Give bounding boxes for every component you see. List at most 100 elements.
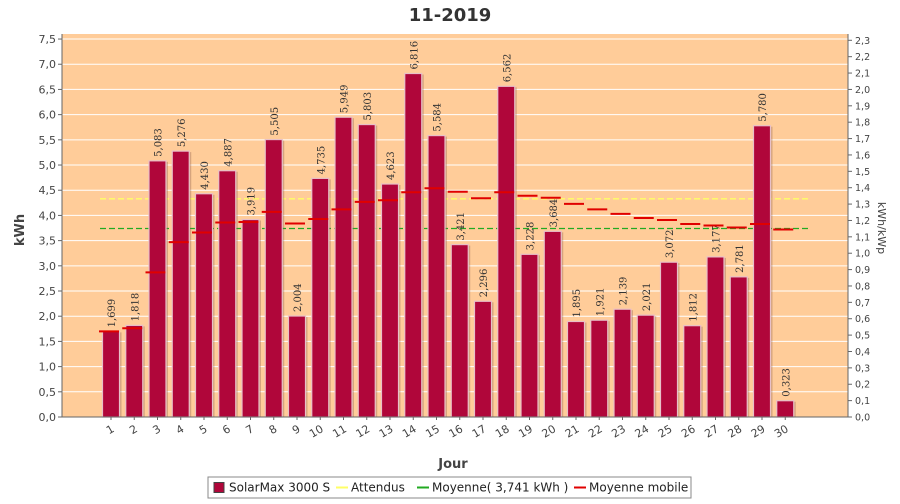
data-label: 3,684 [549, 199, 560, 228]
y-right-tick-label: 0,0 [855, 413, 870, 424]
y-right-tick-label: 1,3 [855, 200, 870, 211]
y-tick-label: 0,0 [39, 411, 57, 424]
y-tick-label: 0,5 [39, 386, 57, 399]
x-tick-label: 5 [197, 422, 210, 437]
bar [287, 315, 307, 418]
bar [427, 134, 446, 418]
x-tick-label: 9 [290, 422, 303, 437]
data-label: 1,699 [107, 299, 118, 328]
bar [613, 308, 632, 418]
legend-label: Moyenne mobile [589, 481, 688, 495]
x-tick-label: 6 [220, 422, 233, 437]
x-tick-label: 20 [540, 422, 559, 440]
data-label: 2,021 [642, 283, 653, 312]
bar [218, 170, 237, 418]
legend-label: Moyenne( 3,741 kWh ) [432, 481, 568, 495]
data-label: 0,323 [781, 368, 792, 397]
bar [636, 314, 655, 418]
bar [683, 325, 702, 418]
data-label: 4,430 [200, 161, 211, 190]
bar [450, 243, 469, 418]
data-label: 3,228 [526, 222, 537, 251]
x-tick-label: 7 [243, 422, 256, 437]
y-right-tick-label: 0,7 [855, 298, 870, 309]
x-tick-label: 2 [127, 422, 140, 437]
legend-label: Attendus [351, 481, 405, 495]
y-tick-label: 5,5 [39, 134, 57, 147]
legend: SolarMax 3000 S Attendus Moyenne( 3,741 kW… [207, 476, 692, 499]
bar [194, 193, 214, 418]
bar [241, 218, 260, 418]
bar [706, 256, 725, 418]
bar [125, 324, 144, 418]
data-label: 5,584 [433, 103, 444, 132]
x-tick-label: 23 [609, 422, 628, 440]
x-tick-label: 30 [772, 422, 791, 440]
y-right-tick-label: 1,9 [855, 101, 870, 112]
legend-label: SolarMax 3000 S [229, 481, 330, 495]
data-label: 5,780 [758, 93, 769, 122]
y-tick-label: 1,5 [39, 335, 57, 348]
x-tick-label: 13 [377, 422, 396, 440]
bar [101, 330, 121, 418]
y-right-tick-label: 0,2 [855, 380, 870, 391]
y-tick-label: 6,0 [39, 109, 57, 122]
x-tick-label: 27 [702, 422, 721, 440]
x-tick-label: 15 [423, 422, 442, 440]
data-label: 5,083 [154, 128, 165, 157]
bar [543, 230, 562, 418]
x-tick-label: 18 [493, 422, 512, 440]
data-label: 3,421 [456, 212, 467, 241]
x-tick-label: 3 [150, 422, 163, 437]
legend-box [207, 476, 692, 499]
y-right-tick-label: 0,6 [855, 314, 870, 325]
bar [566, 320, 586, 418]
y-right-tick-label: 1,0 [855, 249, 870, 260]
x-tick-label: 28 [726, 422, 745, 440]
x-tick-label: 8 [267, 422, 280, 437]
x-tick-label: 4 [174, 422, 187, 437]
bar [380, 183, 400, 418]
x-tick-label: 17 [470, 422, 489, 440]
bar [334, 116, 353, 418]
y-right-tick-label: 1,7 [855, 134, 870, 145]
data-label: 3,919 [247, 187, 258, 216]
bar [357, 123, 376, 418]
y-right-tick-label: 1,1 [855, 232, 870, 243]
y-right-tick-label: 2,1 [855, 69, 870, 80]
data-label: 1,818 [130, 293, 141, 322]
plot-area: 0,0 0,5 1,0 1,5 2,0 2,5 3,0 3,5 4,0 4,5 5,0 5,5 6,0 6… [39, 33, 871, 441]
bar [752, 125, 772, 418]
legend-swatch [213, 482, 225, 493]
y-right-tick-label: 1,8 [855, 118, 870, 129]
x-tick-label: 22 [586, 422, 605, 440]
y-right-tick-label: 0,1 [855, 396, 870, 407]
y-right-tick-label: 1,4 [855, 183, 870, 194]
x-tick-label: 25 [656, 422, 675, 440]
y-tick-label: 7,5 [39, 33, 57, 46]
data-label: 3,072 [665, 230, 676, 259]
y-tick-label: 4,0 [39, 209, 57, 222]
bar [264, 138, 283, 418]
y-right-tick-label: 0,3 [855, 363, 870, 374]
bar [497, 85, 516, 418]
data-label: 3,177 [712, 224, 723, 253]
data-label: 1,895 [572, 289, 583, 318]
y-right-tick-label: 0,4 [855, 347, 870, 358]
bar [148, 160, 167, 418]
bar [404, 72, 423, 418]
bar [776, 400, 795, 418]
y-tick-label: 2,0 [39, 310, 57, 323]
x-tick-label: 21 [563, 422, 582, 440]
data-label: 2,296 [479, 269, 490, 298]
data-label: 6,816 [409, 41, 420, 70]
data-label: 4,623 [386, 151, 397, 180]
x-tick-label: 14 [400, 422, 419, 440]
y-tick-label: 7,0 [39, 58, 57, 71]
bar [171, 150, 190, 418]
y-tick-label: 6,5 [39, 83, 57, 96]
data-label: 2,004 [293, 283, 304, 312]
x-tick-label: 1 [104, 422, 117, 437]
y-axis-label: kWh [13, 214, 28, 246]
